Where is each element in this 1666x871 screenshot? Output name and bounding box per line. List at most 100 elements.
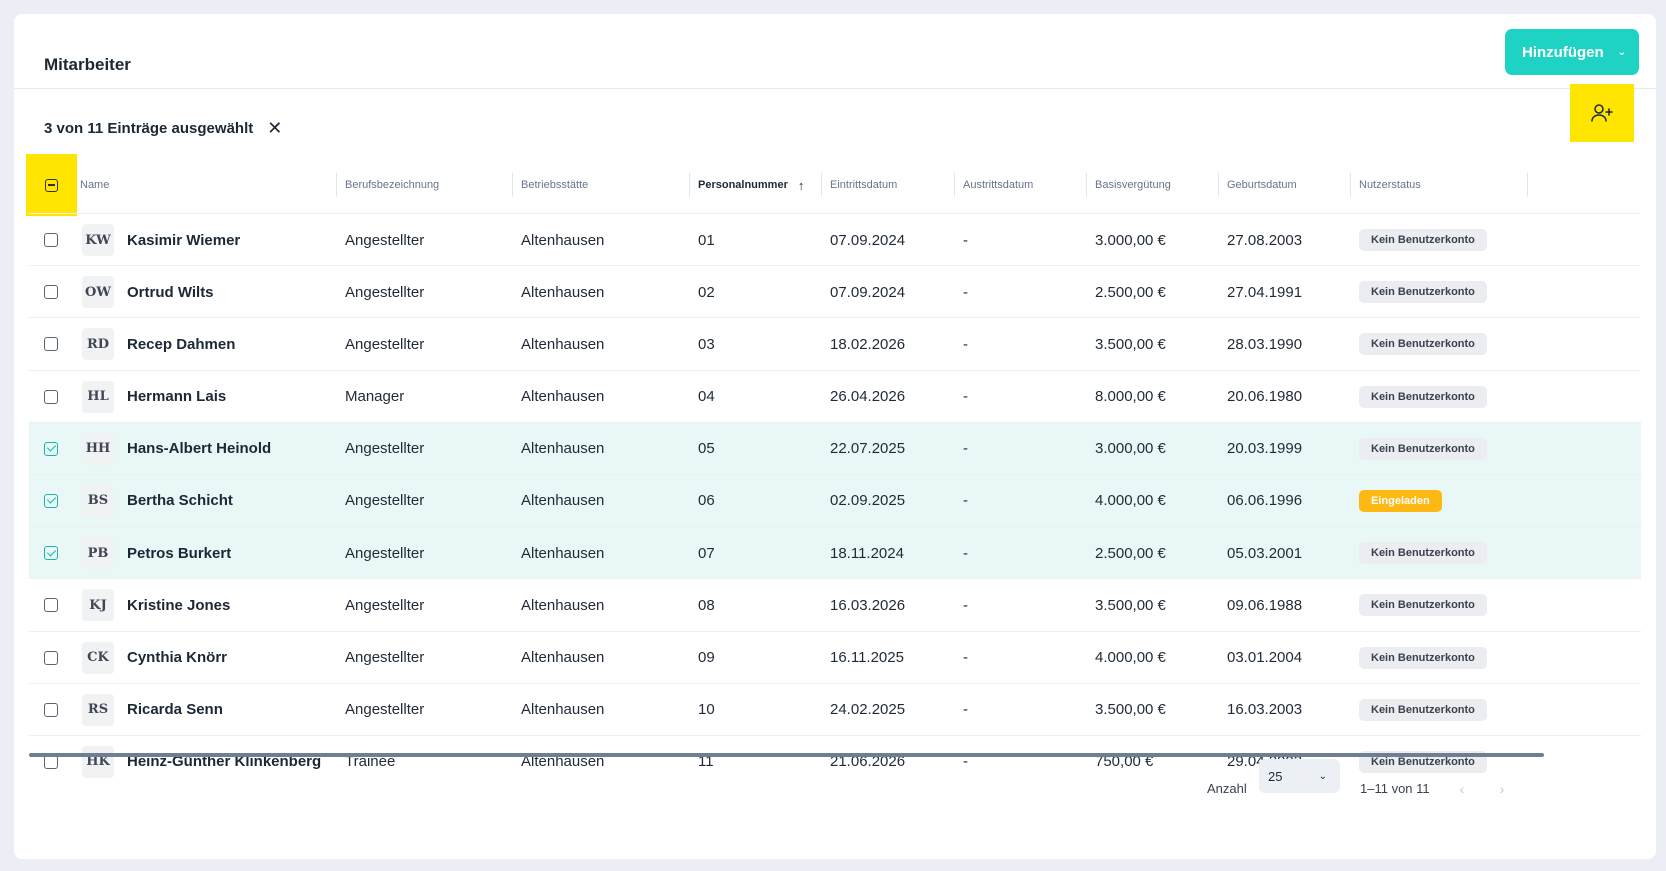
row-checkbox[interactable] xyxy=(44,546,58,561)
cell-text: Altenhausen xyxy=(521,283,605,301)
column-header-birth-date[interactable]: Geburtsdatum xyxy=(1227,157,1297,213)
row-checkbox[interactable] xyxy=(44,285,58,300)
column-separator[interactable] xyxy=(512,173,513,197)
column-separator[interactable] xyxy=(1527,173,1528,197)
status-badge: Kein Benutzerkonto xyxy=(1359,437,1487,460)
column-header-exit-date[interactable]: Austrittsdatum xyxy=(963,157,1033,213)
column-separator[interactable] xyxy=(954,173,955,197)
row-checkbox[interactable] xyxy=(44,441,58,456)
employee-name: Bertha Schicht xyxy=(127,492,233,510)
employee-name: Hermann Lais xyxy=(127,388,227,406)
status-badge: Kein Benutzerkonto xyxy=(1359,281,1487,304)
cell-entry-date: 07.09.2024 xyxy=(830,214,905,266)
table-row[interactable]: HK Heinz-Günther Klinkenberg Trainee Altenh… xyxy=(29,734,1641,787)
cell-text: - xyxy=(963,335,968,353)
page-size-select[interactable]: 25 ⌄ xyxy=(1259,759,1340,793)
column-separator[interactable] xyxy=(336,173,337,197)
cell-text: - xyxy=(963,596,968,614)
cell-birth-date: 27.04.1991 xyxy=(1227,266,1302,318)
cell-personnel-number: 02 xyxy=(698,266,715,318)
cell-site: Altenhausen xyxy=(521,579,604,631)
cell-base-salary: 8.000,00 € xyxy=(1095,371,1166,423)
cell-text: 06.06.1996 xyxy=(1227,492,1303,510)
horizontal-scrollbar[interactable] xyxy=(29,753,1544,757)
avatar: HL xyxy=(82,380,114,413)
column-separator[interactable] xyxy=(1350,173,1351,197)
row-checkbox[interactable] xyxy=(44,493,58,508)
table-row[interactable]: PB Petros Burkert Angestellter Altenhausen 0… xyxy=(29,526,1641,579)
cell-base-salary: 3.500,00 € xyxy=(1095,684,1166,736)
cell-text: Angestellter xyxy=(345,649,425,666)
cell-text: 3.500,00 € xyxy=(1095,596,1166,614)
column-header-personnel-number[interactable]: Personalnummer ↑ xyxy=(698,157,804,213)
status-badge: Kein Benutzerkonto xyxy=(1359,333,1487,356)
row-checkbox[interactable] xyxy=(44,598,58,613)
row-checkbox[interactable] xyxy=(44,650,58,665)
row-checkbox[interactable] xyxy=(44,389,58,404)
cell-personnel-number: 05 xyxy=(698,423,715,475)
cell-birth-date: 27.08.2003 xyxy=(1227,214,1302,266)
add-button[interactable]: Hinzufügen ⌄ xyxy=(1505,29,1639,75)
column-separator[interactable] xyxy=(689,173,690,197)
column-separator[interactable] xyxy=(1086,173,1087,197)
cell-text: 18.11.2024 xyxy=(830,544,904,562)
avatar: PB xyxy=(82,537,114,570)
column-header-site[interactable]: Betriebsstätte xyxy=(521,157,588,213)
cell-text: 16.03.2026 xyxy=(830,596,906,614)
avatar: HK xyxy=(82,745,114,778)
cell-entry-date: 07.09.2024 xyxy=(830,266,905,318)
cell-text: 03.01.2004 xyxy=(1227,649,1303,666)
row-checkbox[interactable] xyxy=(44,702,58,717)
cell-job-title: Angestellter xyxy=(345,527,424,579)
cell-name: Petros Burkert xyxy=(127,527,231,579)
cell-job-title: Angestellter xyxy=(345,423,424,475)
cell-text: Angestellter xyxy=(345,335,425,353)
column-separator[interactable] xyxy=(821,173,822,197)
table-row[interactable]: CK Cynthia Knörr Angestellter Altenhausen 09… xyxy=(29,630,1641,684)
next-page-button[interactable]: › xyxy=(1490,777,1514,801)
cell-text: 21.06.2026 xyxy=(830,753,906,771)
cell-birth-date: 06.06.1996 xyxy=(1227,475,1302,527)
avatar: KJ xyxy=(82,589,114,622)
column-header-base-salary[interactable]: Basisvergütung xyxy=(1095,157,1171,213)
cell-exit-date: - xyxy=(963,632,968,684)
close-icon[interactable]: ✕ xyxy=(267,117,283,138)
cell-base-salary: 2.500,00 € xyxy=(1095,266,1166,318)
row-checkbox[interactable] xyxy=(44,337,58,352)
cell-personnel-number: 03 xyxy=(698,318,715,370)
table-row[interactable]: KW Kasimir Wiemer Angestellter Altenhausen 0… xyxy=(29,213,1641,265)
cell-personnel-number: 04 xyxy=(698,371,715,423)
cell-text: 28.03.1990 xyxy=(1227,335,1303,353)
cell-text: 01 xyxy=(698,231,715,249)
column-header-job-title[interactable]: Berufsbezeichnung xyxy=(345,157,439,213)
table-row[interactable]: RD Recep Dahmen Angestellter Altenhausen 03 1… xyxy=(29,317,1641,369)
prev-page-button[interactable]: ‹ xyxy=(1450,777,1474,801)
cell-text: Altenhausen xyxy=(521,440,605,458)
table-row[interactable]: OW Ortrud Wilts Angestellter Altenhausen 02 0… xyxy=(29,265,1641,317)
table-row[interactable]: HL Hermann Lais Manager Altenhausen 04 26.04.… xyxy=(29,369,1641,423)
table-row[interactable]: RS Ricarda Senn Angestellter Altenhausen 10 2… xyxy=(29,682,1641,736)
row-checkbox[interactable] xyxy=(44,233,58,247)
cell-site: Altenhausen xyxy=(521,632,604,684)
cell-text: 07 xyxy=(698,544,715,562)
table-row[interactable]: BS Bertha Schicht Angestellter Altenhausen 0… xyxy=(29,473,1641,527)
cell-user-status: Eingeladen xyxy=(1359,475,1442,527)
column-header-label: Basisvergütung xyxy=(1095,179,1171,191)
cell-job-title: Angestellter xyxy=(345,214,424,266)
table-row[interactable]: KJ Kristine Jones Angestellter Altenhausen 0… xyxy=(29,578,1641,630)
column-header-name[interactable]: Name xyxy=(80,157,109,213)
cell-job-title: Angestellter xyxy=(345,266,424,318)
cell-text: Angestellter xyxy=(345,440,425,458)
select-all-checkbox[interactable] xyxy=(26,154,77,216)
cell-personnel-number: 08 xyxy=(698,579,715,631)
cell-base-salary: 3.500,00 € xyxy=(1095,579,1166,631)
header-divider xyxy=(14,88,1656,89)
column-header-entry-date[interactable]: Eintrittsdatum xyxy=(830,157,897,213)
table-row[interactable]: HH Hans-Albert Heinold Angestellter Altenha… xyxy=(29,421,1641,475)
column-separator[interactable] xyxy=(1218,173,1219,197)
add-user-icon[interactable] xyxy=(1570,84,1634,142)
page-size-label: Anzahl xyxy=(1207,781,1247,796)
column-header-user-status[interactable]: Nutzerstatus xyxy=(1359,157,1421,213)
selection-bar: 3 von 11 Einträge ausgewählt ✕ xyxy=(44,117,282,139)
cell-text: Altenhausen xyxy=(521,649,605,666)
